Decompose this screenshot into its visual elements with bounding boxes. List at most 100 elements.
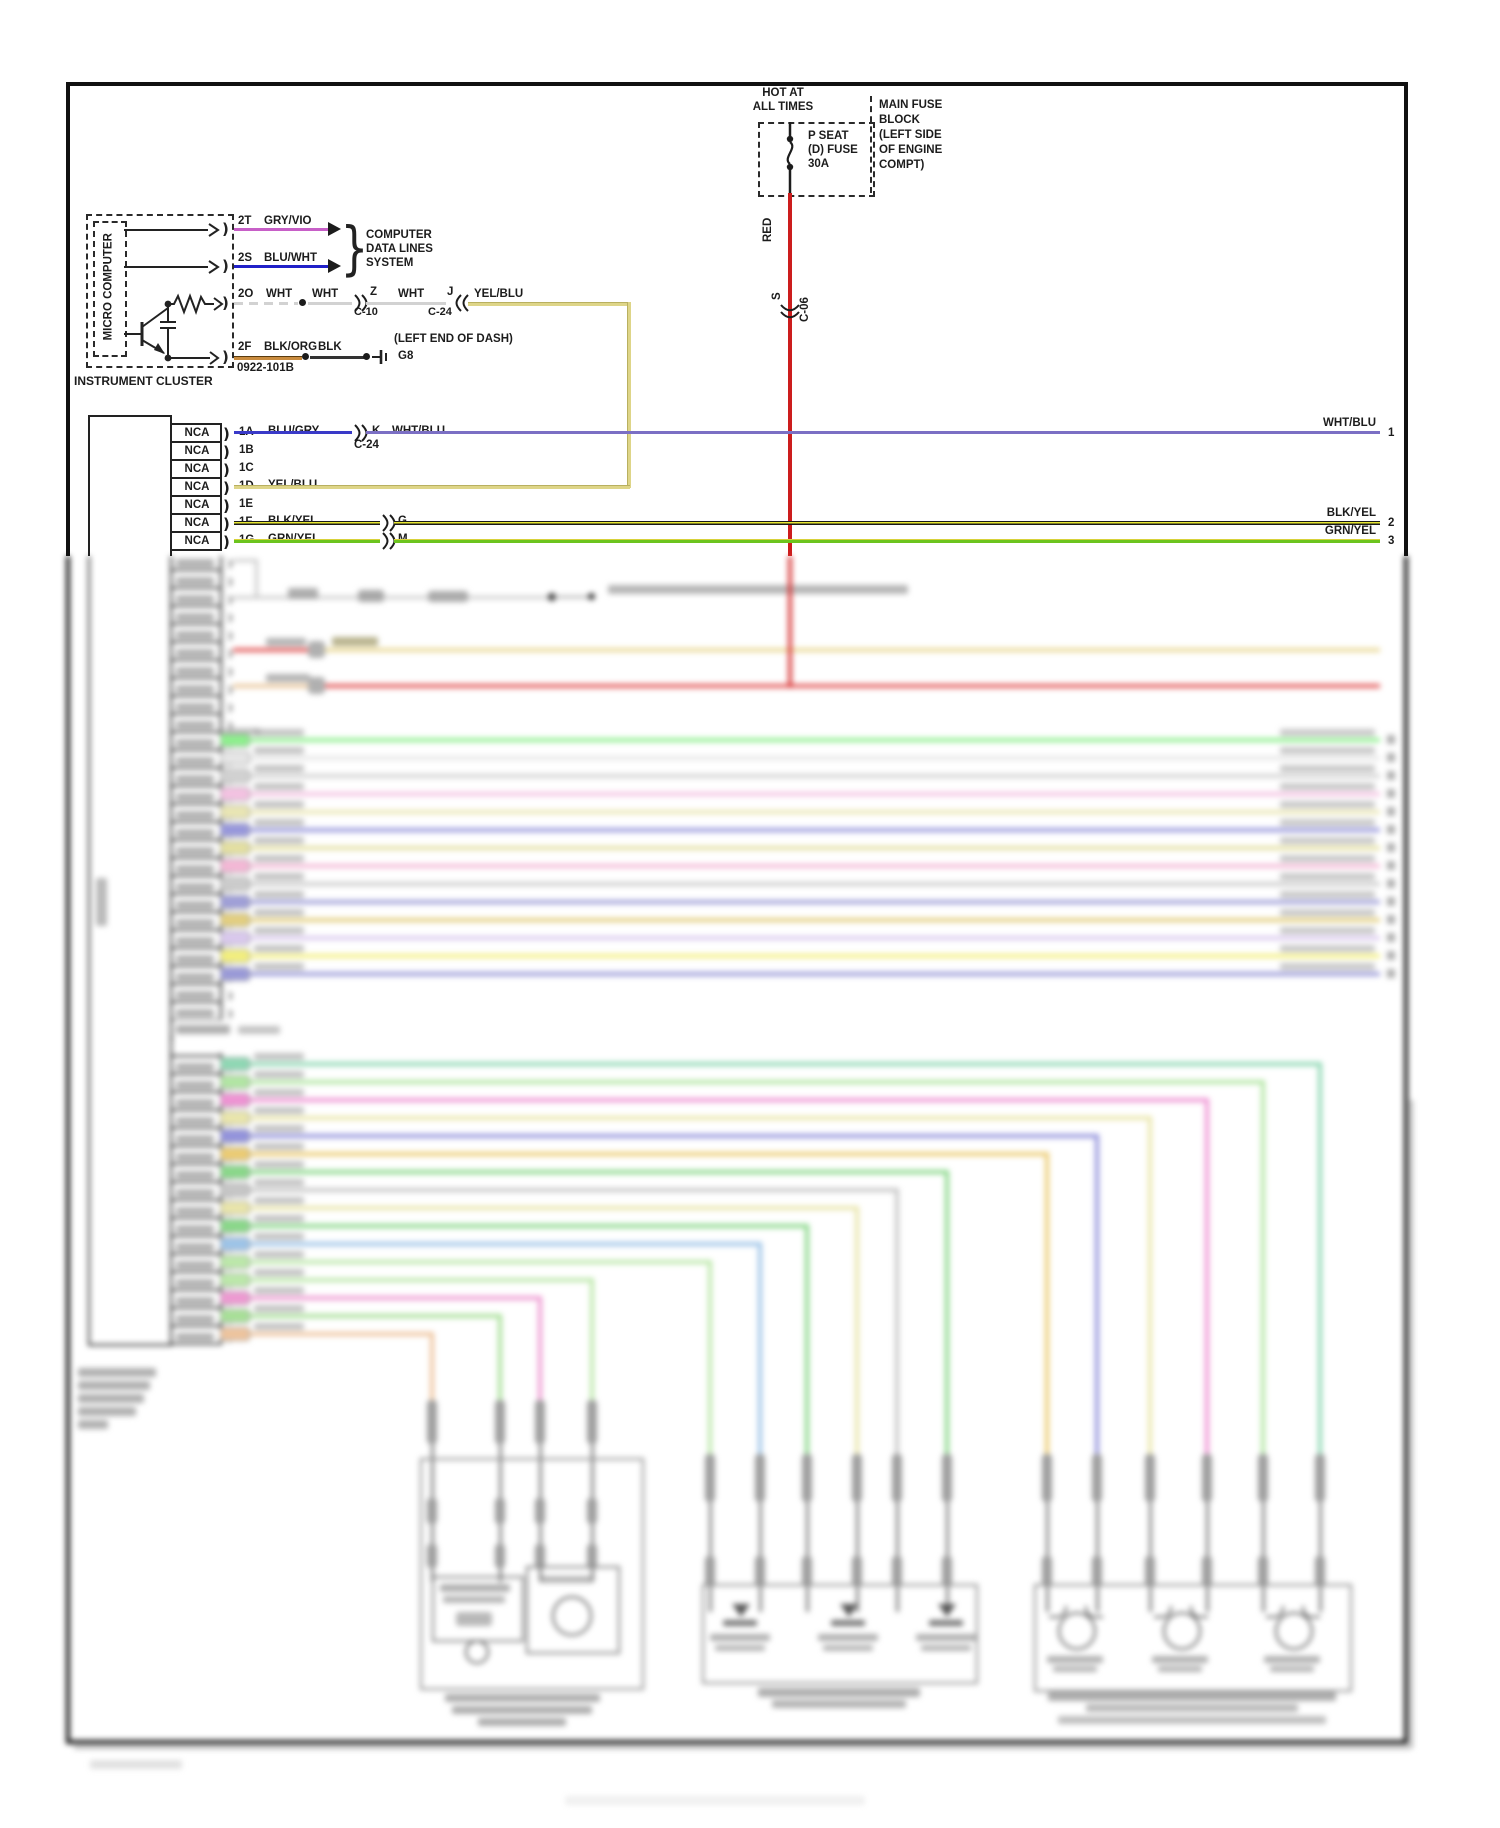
wire-label-blur [254,1305,304,1312]
module-cell-line [172,911,222,913]
band-wire [233,864,1380,868]
band-wire [233,1116,1150,1120]
connector-blob [1092,1454,1102,1502]
module-row-text-blur [176,631,214,639]
drop-wire-gray [498,1524,502,1544]
pin-bracket-blur [224,991,232,1001]
module-row-left-label: NCA [184,481,210,493]
module-row-text-blur [176,757,214,765]
wire-label-blur [254,1107,304,1114]
component-caption-blur [772,1700,906,1708]
connector-blob [1258,1454,1268,1502]
drop-wire-gray [805,1586,809,1612]
motor-circle [552,1596,592,1636]
connector-blob [308,641,325,658]
drop-wire-gray [590,1524,594,1544]
instrument-cluster-label: INSTRUMENT CLUSTER [74,374,213,388]
wire-number-blur [1387,879,1395,888]
drop-wire-gray [1045,1586,1049,1612]
wht-blu-wire [366,431,1380,434]
wire-number-blur [1387,897,1395,906]
main-fuse-block-5: COMPT) [879,159,925,171]
junction-dot [302,353,309,360]
module-row-text-blur [176,793,214,801]
wire-pin-blob [220,1219,250,1233]
module-cell-line [172,623,222,625]
wire-label-blur [254,855,304,862]
pin-bracket-blur [224,613,232,623]
module-pin-label: 1C [239,462,254,474]
sub-box-label-blur [443,1596,505,1603]
band-wire-vertical [895,1188,899,1454]
wire-label-blur [254,1161,304,1168]
band-wire [233,1296,540,1300]
wire-number-blur [1387,789,1395,798]
module-row-text-blur [176,667,214,675]
fuse-name-1: P SEAT [808,130,849,142]
band-wire [233,828,1380,832]
junction-dot [588,593,595,600]
band-wire-vertical [945,1170,949,1454]
drop-wire-gray [895,1502,899,1556]
drop-wire-gray [1045,1502,1049,1556]
band-wire [233,900,1380,904]
main-fuse-block-3: (LEFT SIDE [879,129,942,141]
module-section-label-blur [176,1025,230,1034]
wire-label-blur [254,801,304,808]
module-cell-line [172,1253,222,1255]
connector-blob [535,1400,545,1444]
wire-label-blur [254,747,304,754]
band-wire [233,1242,760,1246]
sub-box-glyph-blur [456,1612,492,1626]
component-caption-blur [1086,1704,1298,1712]
band-wire [233,1260,710,1264]
band-wire-vertical [1318,1062,1322,1454]
wire-label-blur [1280,873,1375,880]
module-row-text-blur [176,1117,214,1125]
connector-blob [1042,1556,1052,1586]
wire-pin-blob [220,1111,250,1125]
wire-pin-blob [220,1273,250,1287]
data-lines-2: DATA LINES [366,243,433,255]
wire-pin-blob [220,1075,250,1089]
frame-bottom [66,1740,1408,1744]
wire-number-blur [1387,861,1395,870]
module-cell-line [172,1199,222,1201]
wire-label-blur [254,1323,304,1330]
red-feed-wire [788,193,792,556]
yellow-wire-long [325,648,1380,652]
band-wire-vertical [590,1278,594,1400]
module-cell-line [172,1019,222,1021]
junction-dot [363,353,370,360]
motor-lead [1154,1606,1172,1618]
wire-pin-blob [220,1165,250,1179]
module-name-blur [78,1407,136,1416]
drop-wire-gray [758,1502,762,1556]
band-wire-vertical [1148,1116,1152,1454]
module-row-text-blur [176,955,214,963]
connector-blob [892,1556,902,1586]
wht-wire-dashed [234,302,298,305]
module-row-text-blur [176,1243,214,1251]
wire-label-blur [254,1215,304,1222]
module-row-text-blur [176,1207,214,1215]
module-cell-line [172,893,222,895]
module-section-label-blur [238,1026,280,1034]
wire-label-blur [254,1251,304,1258]
drop-wire-gray [1318,1502,1322,1556]
band-wire [233,1278,592,1282]
wire-number-blur [1387,825,1395,834]
pin-bracket-blur [224,631,232,641]
connector-blob [535,1544,545,1568]
sensor-base [929,1620,963,1626]
yel-blu-out-label: YEL/BLU [474,288,524,300]
frame-shadow-bottom [74,1746,1410,1749]
module-cell-line [172,1271,222,1273]
drop-wire-gray [758,1586,762,1612]
connector-blob [802,1556,812,1586]
wire-pin-blob [220,1327,250,1341]
ground-id: G8 [398,350,414,362]
sensor-label-blur [818,1634,878,1641]
wire-label-blur [254,783,304,790]
